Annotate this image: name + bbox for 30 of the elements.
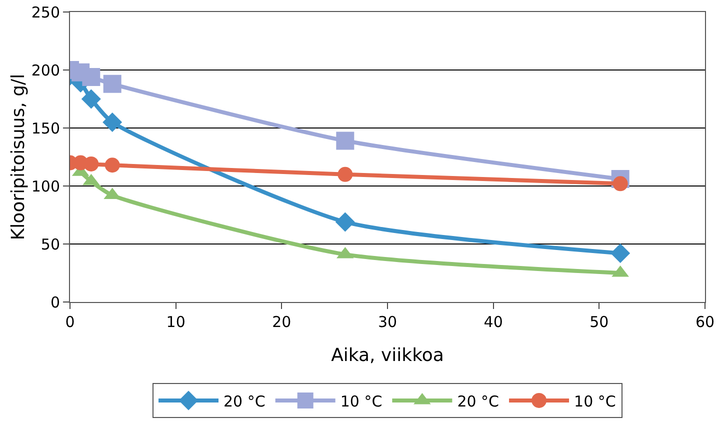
y-tick-label: 100 xyxy=(31,177,60,196)
y-tick-label: 250 xyxy=(31,3,60,22)
point xyxy=(102,112,122,132)
legend-label: 20 °C xyxy=(224,392,266,410)
point xyxy=(336,132,354,150)
point xyxy=(82,68,100,86)
point xyxy=(81,89,101,109)
point xyxy=(103,74,122,93)
y-tick-label: 0 xyxy=(50,293,60,312)
x-tick-label: 60 xyxy=(695,313,715,331)
point xyxy=(612,176,628,192)
y-tick-label: 150 xyxy=(31,119,60,138)
point xyxy=(335,212,355,232)
x-tick-label: 50 xyxy=(590,313,609,331)
legend-label: 20 °C xyxy=(457,392,500,410)
x-tick-label: 10 xyxy=(166,313,186,331)
x-tick-label: 20 xyxy=(272,313,292,331)
x-tick-label: 0 xyxy=(65,313,75,331)
y-axis-title: Klooripitoisuus, g/l xyxy=(8,74,29,240)
legend-label: 10 °C xyxy=(574,392,616,410)
x-tick-label: 30 xyxy=(378,313,398,331)
x-tick-label: 40 xyxy=(484,313,503,331)
point xyxy=(610,244,630,264)
x-axis-title: Aika, viikkoa xyxy=(331,345,444,366)
y-tick-label: 200 xyxy=(31,61,60,80)
point xyxy=(84,156,99,172)
y-tick-label: 50 xyxy=(40,235,60,254)
legend-label: 10 °C xyxy=(340,392,382,410)
point xyxy=(104,158,120,173)
point xyxy=(338,166,353,182)
